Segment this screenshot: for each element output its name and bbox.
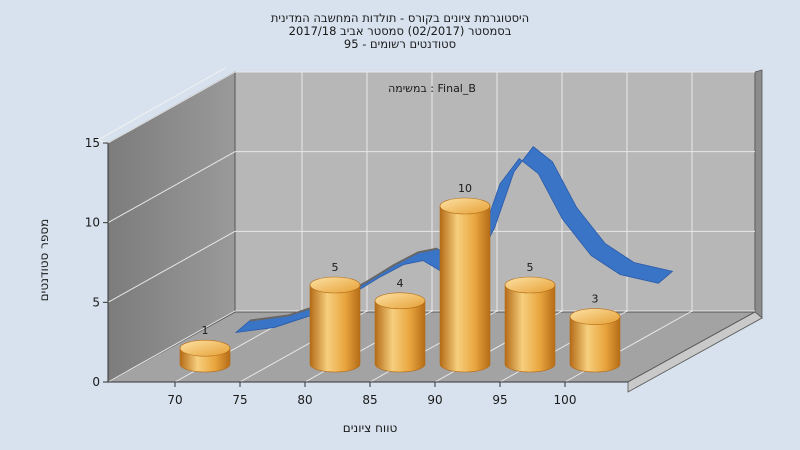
bar-top: [374, 292, 426, 310]
bar: [179, 339, 231, 373]
x-tick-label: 70: [167, 393, 182, 407]
bar: [569, 308, 621, 373]
floor-edge: [627, 311, 763, 393]
bar-top: [309, 276, 361, 294]
x-tick-label: 100: [554, 393, 577, 407]
y-grid-depth-line: [107, 310, 236, 383]
bar-value-label: 5: [527, 261, 534, 274]
x-tick-label: 85: [362, 393, 377, 407]
bar-value-label: 1: [202, 324, 209, 337]
bar-value-label: 10: [458, 182, 472, 195]
y-grid-depth-line: [107, 230, 236, 303]
bar-body: [374, 300, 426, 373]
bar-top: [504, 276, 556, 294]
chart-title-line-1: היסטוגרמת ציונים בקורס - תולדות המחשבה ה…: [271, 11, 529, 25]
bar-top: [439, 197, 491, 215]
y-grid-depth-line: [107, 71, 236, 144]
bar-body: [309, 284, 361, 373]
bar-body: [439, 205, 491, 373]
bar-value-label: 4: [397, 277, 404, 290]
x-tick-label: 80: [297, 393, 312, 407]
x-tick-label: 95: [492, 393, 507, 407]
bar-value-label: 3: [592, 293, 599, 306]
bar-top: [569, 308, 621, 325]
chart-title-line-2: בסמסטר (02/2017) סמסטר אביב 2017/18: [289, 24, 512, 38]
distribution-curve-layer: [234, 146, 674, 334]
bar-body: [569, 316, 621, 373]
y-axis-title: מספר סטודנטים: [37, 219, 51, 302]
bar-top: [179, 339, 231, 357]
bar: [439, 197, 491, 373]
bar-value-label: 5: [332, 261, 339, 274]
bar: [309, 276, 361, 373]
distribution-curve-edge: [249, 247, 438, 322]
wall-highlight-edge: [96, 67, 226, 144]
labels-layer: 1 5 4 10 5 3: [202, 182, 599, 337]
bar: [504, 276, 556, 373]
bar: [374, 292, 426, 373]
bars-layer: [179, 197, 621, 373]
y-tick-label: 10: [85, 216, 100, 230]
chart-subtitle: במשימה : Final_B: [388, 82, 476, 95]
back-wall-edge: [754, 69, 763, 319]
x-tick-label: 90: [427, 393, 442, 407]
chart-titles: היסטוגרמת ציונים בקורס - תולדות המחשבה ה…: [37, 11, 529, 435]
y-tick-label: 5: [92, 295, 100, 309]
back-wall: [234, 71, 756, 313]
x-axis-title: טווח ציונים: [343, 421, 398, 435]
bar-body: [504, 284, 556, 373]
y-grid-depth-line: [107, 151, 236, 224]
y-tick-label: 0: [92, 375, 100, 389]
y-tick-label: 15: [85, 136, 100, 150]
x-tick-label: 75: [232, 393, 247, 407]
chart-title-line-3: סטודנטים רשומים - 95: [344, 37, 456, 51]
